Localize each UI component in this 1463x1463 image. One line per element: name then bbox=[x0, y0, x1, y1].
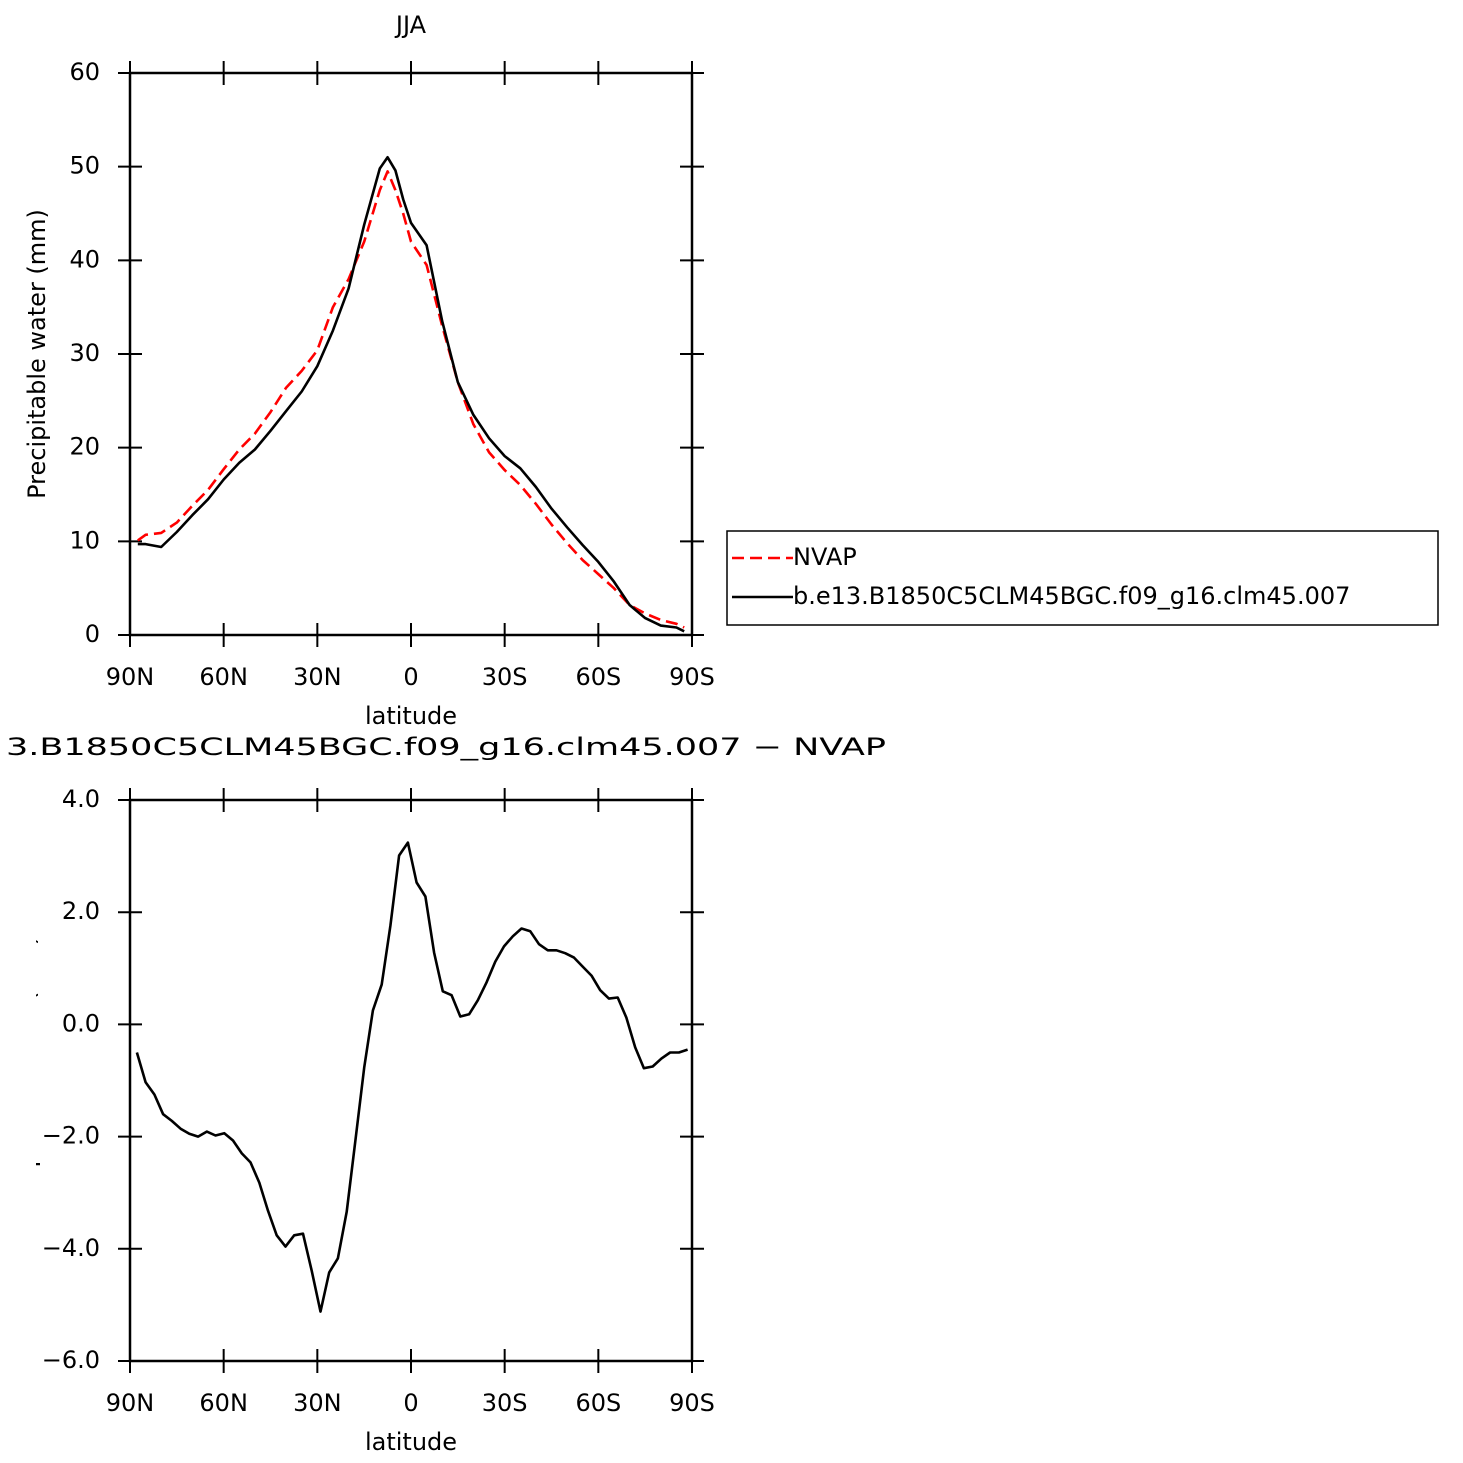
y-tick-label: 0.0 bbox=[62, 1009, 100, 1037]
y-tick-label: 10 bbox=[69, 526, 100, 554]
y-tick-label: 0 bbox=[85, 620, 100, 648]
chart-title: 3.B1850C5CLM45BGC.f09_g16.clm45.007 − NV… bbox=[6, 733, 886, 761]
x-tick-label: 30S bbox=[482, 1389, 528, 1417]
legend-box bbox=[726, 530, 1439, 626]
y-tick-label: 4.0 bbox=[62, 785, 100, 813]
y-tick-label: −6.0 bbox=[42, 1346, 100, 1374]
plot-frame bbox=[128, 798, 694, 1363]
x-tick-label: 30S bbox=[482, 663, 528, 691]
data-line bbox=[135, 841, 689, 1313]
chart-title: JJA bbox=[394, 11, 427, 39]
x-tick-label: 30N bbox=[293, 663, 342, 691]
x-tick-label: 60S bbox=[575, 663, 621, 691]
x-axis-label: latitude bbox=[365, 1428, 457, 1456]
x-tick-label: 60N bbox=[199, 663, 248, 691]
y-tick-label: 30 bbox=[69, 339, 100, 367]
x-tick-label: 60S bbox=[575, 1389, 621, 1417]
x-tick-label: 90S bbox=[669, 1389, 715, 1417]
legend-label: NVAP bbox=[793, 543, 857, 571]
x-tick-label: 0 bbox=[403, 663, 418, 691]
x-tick-label: 90S bbox=[669, 663, 715, 691]
x-axis-label: latitude bbox=[365, 702, 457, 730]
y-tick-label: 2.0 bbox=[62, 897, 100, 925]
y-axis-label: Precipitable water (mm) bbox=[23, 209, 51, 499]
x-tick-label: 90N bbox=[106, 1389, 155, 1417]
y-tick-label: 50 bbox=[69, 152, 100, 180]
legend-label: b.e13.B1850C5CLM45BGC.f09_g16.clm45.007 bbox=[793, 582, 1350, 610]
y-tick-label: −4.0 bbox=[42, 1234, 100, 1262]
y-tick-label: 20 bbox=[69, 433, 100, 461]
y-tick-label: −2.0 bbox=[42, 1122, 100, 1150]
x-tick-label: 30N bbox=[293, 1389, 342, 1417]
y-tick-label: 40 bbox=[69, 245, 100, 273]
y-axis-label-clip: Precipitable water (mm) bbox=[13, 936, 41, 1226]
y-axis-label: Precipitable water (mm) bbox=[13, 936, 41, 1226]
data-line bbox=[137, 156, 685, 633]
x-tick-label: 0 bbox=[403, 1389, 418, 1417]
y-tick-label: 60 bbox=[69, 58, 100, 86]
x-tick-label: 90N bbox=[106, 663, 155, 691]
data-line bbox=[137, 170, 685, 629]
x-tick-label: 60N bbox=[199, 1389, 248, 1417]
plot-frame bbox=[128, 71, 694, 637]
